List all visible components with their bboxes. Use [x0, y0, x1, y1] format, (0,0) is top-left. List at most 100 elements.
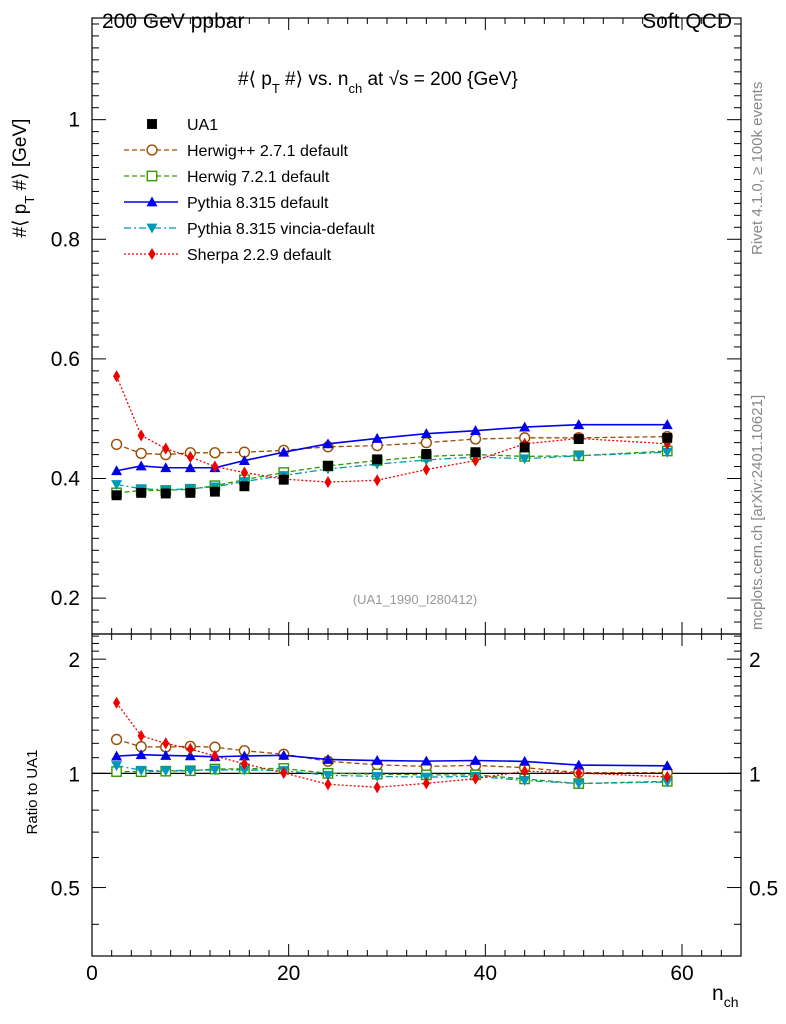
y-tick-label-main: 1: [68, 109, 80, 132]
y-tick-label-main: 0.4: [51, 468, 81, 491]
ratio-point-sherpa-2-2-9-default: [186, 742, 194, 756]
point-pythia-8-315-default: [661, 419, 673, 430]
point-ua1: [278, 474, 289, 485]
ratio-point-pythia-8-315-default: [184, 750, 196, 761]
legend-label-pythia-8-315-default: Pythia 8.315 default: [187, 195, 329, 212]
point-sherpa-2-2-9-default: [422, 463, 430, 476]
point-sherpa-2-2-9-default: [137, 429, 145, 442]
ratio-line-pythia-8-315-vincia-default: [116, 764, 668, 785]
y-tick-label-ratio: 1: [68, 763, 80, 786]
title-sub-ch: ch: [348, 81, 362, 96]
ratio-point-pythia-8-315-vincia-default: [371, 772, 383, 782]
ratio-point-sherpa-2-2-9-default: [471, 772, 480, 785]
ratio-line-herwig-7-2-1-default: [116, 767, 668, 785]
point-ua1: [662, 432, 673, 443]
y-tick-label-main: 0.6: [51, 348, 80, 371]
point-sherpa-2-2-9-default: [186, 450, 194, 464]
ratio-point-pythia-8-315-default: [661, 760, 673, 771]
point-sherpa-2-2-9-default: [240, 466, 248, 479]
point-sherpa-2-2-9-default: [471, 454, 480, 467]
point-sherpa-2-2-9-default: [324, 476, 332, 489]
series-line-pythia-8-315-default: [116, 423, 668, 472]
ratio-point-pythia-8-315-vincia-default: [135, 765, 147, 776]
plot-title: #⟨ pT #⟩ vs. nch at √s = 200 {GeV}: [238, 69, 518, 96]
point-herwig-2-7-1-default: [110, 438, 123, 451]
xlabel-main: n: [712, 982, 724, 1005]
ratio-point-pythia-8-315-vincia-default: [160, 766, 172, 777]
ylabel-part-a: #⟨ p: [10, 204, 31, 238]
ratio-panel-frame: [91, 633, 742, 957]
ratio-series-group: [110, 696, 673, 794]
point-pythia-8-315-vincia-default: [519, 454, 531, 465]
x-axis-label: nch: [712, 982, 738, 1010]
point-ua1: [136, 487, 147, 498]
ratio-point-sherpa-2-2-9-default: [575, 766, 583, 780]
title-part-b: #⟩ vs. n: [280, 69, 349, 90]
legend-marker-ua1: [147, 119, 157, 129]
point-sherpa-2-2-9-default: [113, 370, 121, 383]
ratio-point-pythia-8-315-default: [135, 749, 147, 760]
ratio-point-pythia-8-315-vincia-default: [238, 765, 250, 776]
y-tick-label-ratio: 0.5: [51, 878, 80, 901]
reference-label: (UA1_1990_I280412): [353, 592, 477, 607]
y-axis-label-ratio: Ratio to UA1: [24, 749, 41, 834]
ratio-point-sherpa-2-2-9-default: [162, 737, 170, 750]
point-herwig-2-7-1-default: [135, 447, 147, 460]
point-ua1: [323, 460, 333, 471]
ratio-point-sherpa-2-2-9-default: [113, 696, 121, 709]
ratio-point-pythia-8-315-default: [278, 749, 290, 760]
point-herwig-2-7-1-default: [469, 433, 482, 445]
point-pythia-8-315-default: [135, 460, 147, 471]
ratio-point-pythia-8-315-default: [470, 755, 481, 765]
ratio-point-sherpa-2-2-9-default: [280, 766, 288, 779]
ratio-point-sherpa-2-2-9-default: [211, 749, 219, 763]
series-line-herwig-7-2-1-default: [116, 450, 668, 494]
point-herwig-2-7-1-default: [420, 436, 432, 449]
y-tick-label-main: 0.8: [51, 228, 80, 251]
ratio-point-sherpa-2-2-9-default: [137, 729, 145, 742]
legend-marker-pythia-8-315-vincia-default: [146, 223, 158, 234]
point-ua1: [160, 488, 171, 499]
legend: UA1 Herwig++ 2.7.1 default Herwig 7.2.1 de…: [124, 117, 375, 264]
ratio-point-pythia-8-315-default: [160, 749, 172, 760]
rivet-version-label: Rivet 4.1.0, ≥ 100k events: [749, 82, 766, 255]
ylabel-part-b: #⟩ [GeV]: [10, 119, 31, 196]
point-pythia-8-315-vincia-default: [573, 451, 585, 462]
ratio-point-pythia-8-315-default: [238, 750, 250, 761]
category-label: Soft QCD: [642, 10, 732, 33]
x-tick-label: 60: [670, 962, 693, 985]
mcplots-label: mcplots.cern.ch [arXiv:2401.10621]: [749, 395, 766, 630]
point-pythia-8-315-vincia-default: [661, 447, 673, 458]
x-tick-label: 40: [474, 962, 497, 985]
point-ua1: [519, 442, 530, 453]
ratio-point-pythia-8-315-default: [111, 750, 123, 761]
ratio-point-pythia-8-315-vincia-default: [209, 765, 221, 776]
ylabel-sub: T: [22, 196, 37, 204]
ratio-point-sherpa-2-2-9-default: [422, 777, 430, 790]
point-ua1: [372, 454, 383, 465]
point-pythia-8-315-default: [519, 421, 531, 432]
ratio-point-pythia-8-315-default: [322, 753, 334, 764]
ratio-point-pythia-8-315-vincia-default: [111, 761, 123, 772]
ratio-point-sherpa-2-2-9-default: [663, 770, 671, 783]
point-ua1: [470, 447, 481, 458]
ratio-line-pythia-8-315-default: [116, 753, 668, 767]
series-line-pythia-8-315-vincia-default: [116, 451, 668, 491]
point-pythia-8-315-default: [573, 419, 585, 430]
title-part-a: #⟨ p: [238, 69, 272, 90]
ratio-point-pythia-8-315-default: [519, 755, 531, 766]
legend-marker-herwig-7-2-1-default: [146, 170, 158, 182]
point-sherpa-2-2-9-default: [211, 460, 219, 473]
axis-ticks: [91, 18, 741, 956]
point-pythia-8-315-default: [238, 455, 250, 465]
y-axis-label-main: #⟨ pT #⟩ [GeV]: [10, 119, 37, 238]
point-ua1: [185, 487, 196, 498]
ratio-point-pythia-8-315-default: [573, 759, 585, 770]
point-ua1: [421, 449, 432, 459]
ratio-point-sherpa-2-2-9-default: [240, 757, 248, 770]
ratio-point-pythia-8-315-default: [420, 755, 432, 766]
point-pythia-8-315-default: [322, 438, 334, 449]
point-pythia-8-315-default: [111, 465, 123, 476]
point-pythia-8-315-default: [420, 428, 432, 439]
point-pythia-8-315-default: [184, 462, 196, 473]
